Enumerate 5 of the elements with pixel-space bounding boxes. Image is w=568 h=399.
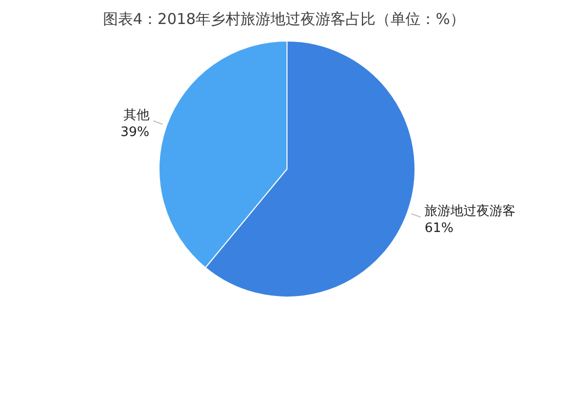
chart-title: 图表4：2018年乡村旅游地过夜游客占比（单位：%） bbox=[103, 10, 465, 28]
slice-label: 旅游地过夜游客 bbox=[424, 203, 516, 220]
data-label: 61% bbox=[424, 221, 454, 236]
data-label: 39% bbox=[120, 124, 150, 140]
slice-label: 其他 bbox=[123, 108, 150, 123]
